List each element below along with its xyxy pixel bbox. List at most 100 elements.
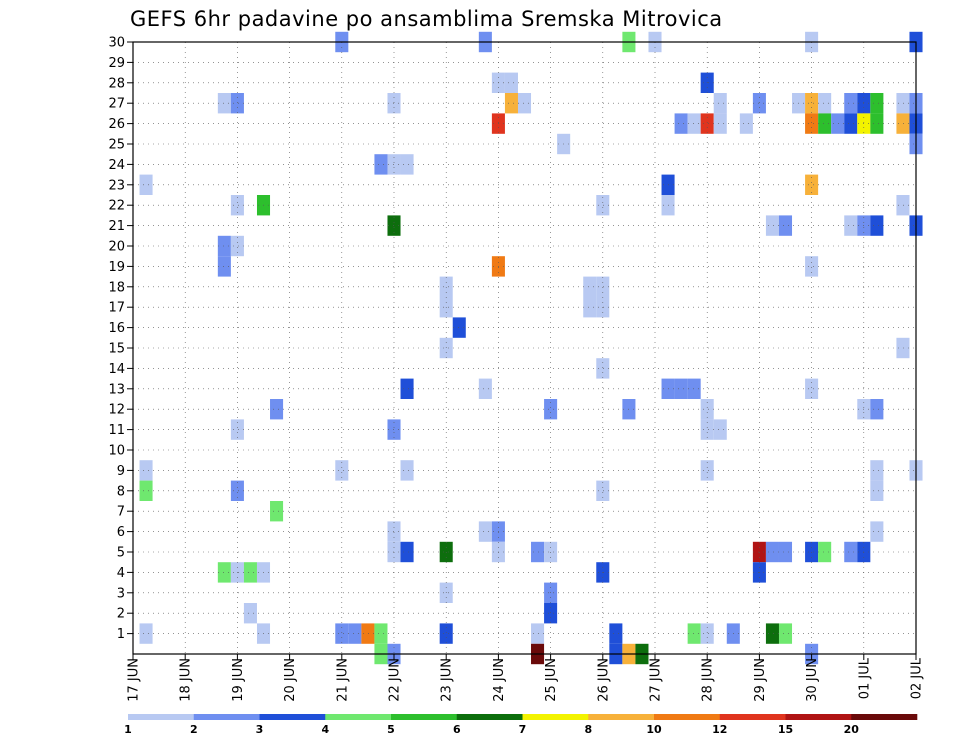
heatmap-cell xyxy=(818,541,832,563)
y-tick-label: 15 xyxy=(108,342,125,357)
heatmap-cell xyxy=(805,174,819,195)
colorbar-swatch xyxy=(588,714,655,720)
heatmap-cell xyxy=(139,623,153,644)
heatmap-cells xyxy=(139,31,923,665)
chart-title: GEFS 6hr padavine po ansamblima Sremska … xyxy=(130,7,723,31)
heatmap-cell xyxy=(896,93,910,114)
heatmap-cell xyxy=(504,93,518,114)
y-tick-label: 2 xyxy=(117,607,125,622)
colorbar-label: 3 xyxy=(256,723,264,736)
x-tick-label: 22 JUN xyxy=(388,658,403,702)
heatmap-cell xyxy=(531,623,545,644)
heatmap-cell xyxy=(361,623,375,644)
x-tick-label: 02 JUL xyxy=(910,657,925,699)
heatmap-cell xyxy=(270,399,284,420)
heatmap-cell xyxy=(387,521,401,542)
y-tick-label: 19 xyxy=(108,260,125,275)
heatmap-cell xyxy=(765,623,779,644)
heatmap-cell xyxy=(844,541,858,563)
heatmap-cell xyxy=(818,113,832,134)
heatmap-cell xyxy=(139,480,153,501)
heatmap-cell xyxy=(230,93,244,114)
y-tick-label: 4 xyxy=(117,566,125,581)
colorbar-label: 6 xyxy=(453,723,461,736)
y-axis-ticks: 1234567891011121314151617181920212223242… xyxy=(108,36,133,642)
colorbar-label: 8 xyxy=(584,723,592,736)
y-tick-label: 29 xyxy=(108,56,125,71)
heatmap-cell xyxy=(870,399,884,420)
heatmap-cell xyxy=(609,623,623,644)
x-tick-label: 21 JUN xyxy=(335,658,350,702)
heatmap-cell xyxy=(544,603,558,624)
x-tick-label: 19 JUN xyxy=(231,658,246,702)
heatmap-cell xyxy=(400,541,414,563)
colorbar-label: 10 xyxy=(646,723,662,736)
heatmap-cell xyxy=(805,93,819,114)
heatmap-cell xyxy=(831,113,845,134)
y-tick-label: 16 xyxy=(108,321,125,336)
heatmap-cell xyxy=(805,256,819,277)
heatmap-cell xyxy=(230,419,244,440)
heatmap-cell xyxy=(844,113,858,134)
colorbar-swatch xyxy=(654,714,721,720)
y-tick-label: 8 xyxy=(117,484,125,499)
heatmap-cell xyxy=(596,358,610,379)
colorbar-swatch xyxy=(522,714,589,720)
heatmap-cell xyxy=(387,154,401,175)
y-tick-label: 3 xyxy=(117,586,125,601)
heatmap-cell xyxy=(217,235,231,257)
heatmap-cell xyxy=(243,603,257,624)
colorbar-label: 2 xyxy=(190,723,198,736)
y-tick-label: 23 xyxy=(108,178,125,193)
x-tick-label: 26 JUN xyxy=(596,658,611,702)
heatmap-cell xyxy=(870,93,884,114)
heatmap-cell xyxy=(700,113,714,134)
heatmap-cell xyxy=(335,460,349,481)
y-tick-label: 24 xyxy=(108,158,125,173)
colorbar-swatch xyxy=(128,714,195,720)
heatmap-cell xyxy=(687,623,701,644)
y-tick-label: 22 xyxy=(108,199,125,214)
colorbar-label: 7 xyxy=(519,723,527,736)
heatmap-cell xyxy=(504,72,518,93)
heatmap-cell xyxy=(844,215,858,236)
x-tick-label: 30 JUN xyxy=(805,658,820,702)
heatmap-cell xyxy=(452,317,466,338)
y-tick-label: 27 xyxy=(108,97,125,112)
heatmap-cell xyxy=(713,419,727,440)
x-axis-ticks: 17 JUN 18 JUN 19 JUN 20 JUN 21 JUN 22 JUN 23 J… xyxy=(127,654,925,702)
x-tick-label: 17 JUN xyxy=(127,658,142,702)
heatmap-cell xyxy=(374,623,388,644)
heatmap-cell xyxy=(713,113,727,134)
heatmap-cell xyxy=(400,378,414,399)
heatmap-cell xyxy=(674,378,688,399)
heatmap-cell xyxy=(230,195,244,216)
colorbar-swatch xyxy=(851,714,918,720)
colorbar-label: 12 xyxy=(712,723,727,736)
y-tick-label: 20 xyxy=(108,240,125,255)
colorbar-label: 15 xyxy=(778,723,793,736)
y-tick-label: 30 xyxy=(108,36,125,51)
heatmap-cell xyxy=(439,623,453,644)
heatmap-cell xyxy=(818,93,832,114)
heatmap-cell xyxy=(687,378,701,399)
colorbar-label: 5 xyxy=(387,723,395,736)
heatmap-cell xyxy=(374,154,388,175)
heatmap-cell xyxy=(596,480,610,501)
heatmap-cell xyxy=(139,460,153,481)
y-tick-label: 21 xyxy=(108,219,125,234)
heatmap-cell xyxy=(700,399,714,420)
colorbar-swatch xyxy=(785,714,852,720)
x-tick-label: 24 JUN xyxy=(492,658,507,702)
colorbar-swatch xyxy=(456,714,523,720)
y-tick-label: 11 xyxy=(108,423,125,438)
y-tick-label: 13 xyxy=(108,382,125,397)
x-tick-label: 27 JUN xyxy=(649,658,664,702)
heatmap-cell xyxy=(387,215,401,236)
heatmap-cell xyxy=(896,195,910,216)
heatmap-cell xyxy=(778,541,793,563)
colorbar-label: 4 xyxy=(321,723,329,736)
colorbar-swatch xyxy=(325,714,392,720)
y-tick-label: 6 xyxy=(117,525,125,540)
